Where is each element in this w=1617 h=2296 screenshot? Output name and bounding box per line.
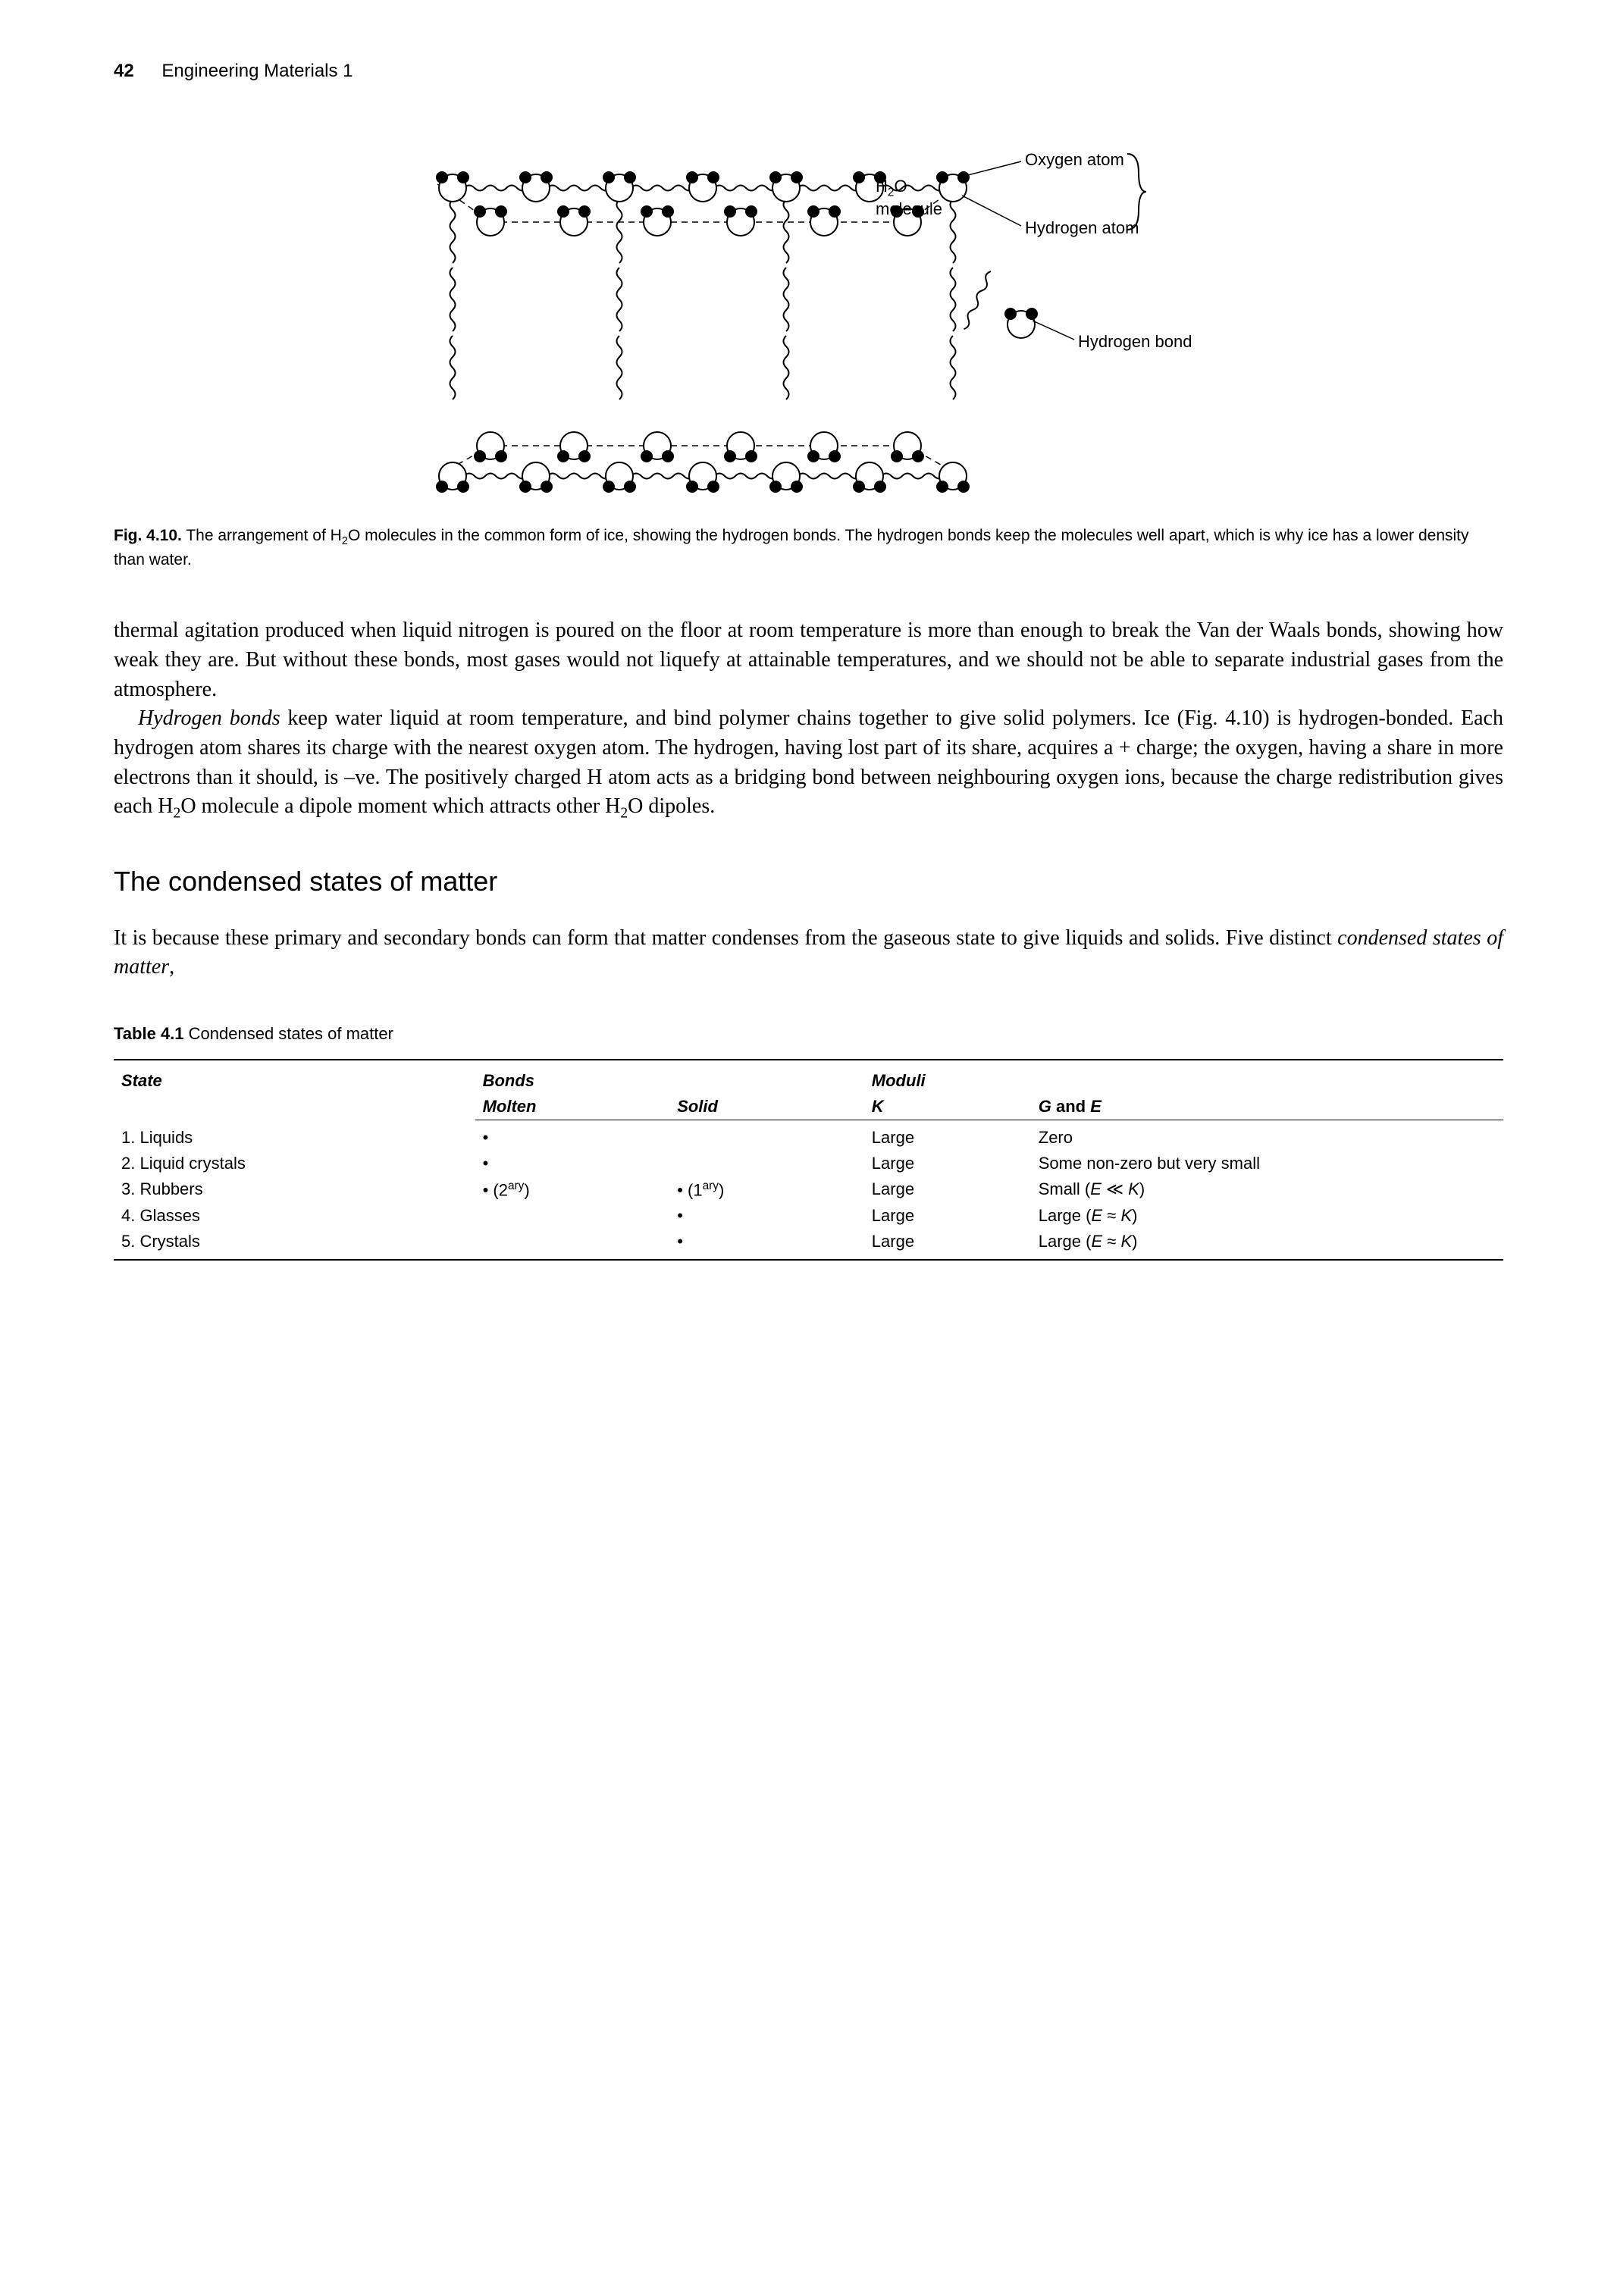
col-state: State	[114, 1060, 475, 1120]
page-header: 42 Engineering Materials 1	[114, 61, 1503, 82]
table-caption-text: Condensed states of matter	[189, 1024, 393, 1043]
cell-ge: Zero	[1031, 1120, 1503, 1151]
paragraph-3: It is because these primary and secondar…	[114, 924, 1503, 982]
cell-ge: Large (E ≈ K)	[1031, 1203, 1503, 1229]
paragraph-1: thermal agitation produced when liquid n…	[114, 616, 1503, 704]
cell-k: Large	[864, 1151, 1031, 1176]
cell-solid	[669, 1151, 864, 1176]
col-molten: Molten	[475, 1094, 670, 1120]
cell-state: 3. Rubbers	[114, 1176, 475, 1203]
figure-caption: Fig. 4.10. The arrangement of H2O molecu…	[114, 525, 1503, 571]
section-heading: The condensed states of matter	[114, 866, 1503, 897]
col-solid: Solid	[669, 1094, 864, 1120]
cell-state: 2. Liquid crystals	[114, 1151, 475, 1176]
cell-k: Large	[864, 1229, 1031, 1260]
cell-molten: •	[475, 1120, 670, 1151]
cell-solid: • (1ary)	[669, 1176, 864, 1203]
col-bonds: Bonds	[475, 1060, 864, 1094]
cell-state: 1. Liquids	[114, 1120, 475, 1151]
cell-state: 5. Crystals	[114, 1229, 475, 1260]
col-moduli: Moduli	[864, 1060, 1503, 1094]
cell-k: Large	[864, 1203, 1031, 1229]
cell-solid: •	[669, 1203, 864, 1229]
table-4-1: State Bonds Moduli Molten Solid K G and …	[114, 1059, 1503, 1261]
table-row: 3. Rubbers• (2ary)• (1ary)LargeSmall (E …	[114, 1176, 1503, 1203]
label-hydrogen-atom: Hydrogen atom	[1025, 218, 1139, 237]
table-row: 4. Glasses •LargeLarge (E ≈ K)	[114, 1203, 1503, 1229]
cell-ge: Some non-zero but very small	[1031, 1151, 1503, 1176]
cell-ge: Large (E ≈ K)	[1031, 1229, 1503, 1260]
cell-molten	[475, 1229, 670, 1260]
table-row: 5. Crystals •LargeLarge (E ≈ K)	[114, 1229, 1503, 1260]
figure-caption-text: The arrangement of H2O molecules in the …	[114, 527, 1469, 569]
page-number: 42	[114, 61, 134, 81]
cell-solid	[669, 1120, 864, 1151]
figure-4-10: Oxygen atom Hydrogen atom Hydrogen bond …	[114, 120, 1503, 503]
ice-structure-diagram: Oxygen atom Hydrogen atom Hydrogen bond	[392, 120, 1226, 499]
cell-molten: •	[475, 1151, 670, 1176]
cell-ge: Small (E ≪ K)	[1031, 1176, 1503, 1203]
label-oxygen: Oxygen atom	[1025, 150, 1124, 169]
paragraph-2: Hydrogen bonds keep water liquid at room…	[114, 704, 1503, 824]
running-title: Engineering Materials 1	[161, 61, 353, 81]
cell-k: Large	[864, 1176, 1031, 1203]
table-row: 1. Liquids• LargeZero	[114, 1120, 1503, 1151]
table-row: 2. Liquid crystals• LargeSome non-zero bu…	[114, 1151, 1503, 1176]
col-k: K	[864, 1094, 1031, 1120]
cell-molten: • (2ary)	[475, 1176, 670, 1203]
label-h2o-molecule: H2Omolecule	[876, 177, 942, 219]
label-hydrogen-bond: Hydrogen bond	[1078, 332, 1192, 351]
cell-solid: •	[669, 1229, 864, 1260]
table-caption: Table 4.1 Condensed states of matter	[114, 1024, 1503, 1044]
cell-state: 4. Glasses	[114, 1203, 475, 1229]
cell-k: Large	[864, 1120, 1031, 1151]
table-body: 1. Liquids•LargeZero2. Liquid crystals•L…	[114, 1120, 1503, 1261]
figure-caption-lead: Fig. 4.10.	[114, 527, 182, 544]
table-caption-lead: Table 4.1	[114, 1024, 184, 1043]
col-ge: G and E	[1031, 1094, 1503, 1120]
cell-molten	[475, 1203, 670, 1229]
